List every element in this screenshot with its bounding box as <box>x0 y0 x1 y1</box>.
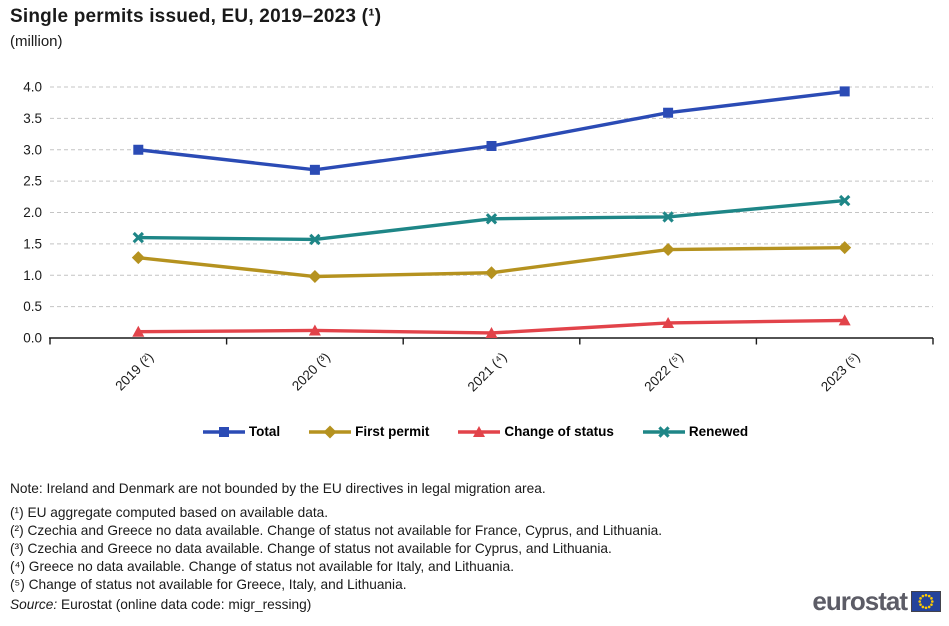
y-tick-label: 0.5 <box>23 299 42 314</box>
line-chart: 0.0 0.5 1.0 1.5 2.0 2.5 3.0 3.5 4.0 2019 (²) 2020 … <box>23 80 934 395</box>
series-first-permit <box>131 241 852 284</box>
y-tick-label: 0.0 <box>23 331 42 346</box>
legend-label-renewed: Renewed <box>688 424 749 439</box>
chart-legend: Total First permit Change of status Rene… <box>0 424 949 439</box>
eurostat-logo: eurostat <box>812 588 941 614</box>
legend-item-change-of-status: Change of status <box>456 424 614 439</box>
y-tick-label: 3.0 <box>23 142 42 157</box>
source-label: Source: <box>10 597 58 612</box>
note-text: Note: Ireland and Denmark are not bounde… <box>10 481 546 496</box>
footnote-2: (²) Czechia and Greece no data available… <box>10 523 663 539</box>
legend-label-change-of-status: Change of status <box>504 424 614 439</box>
eu-flag-icon <box>911 590 941 612</box>
series-change-of-status <box>132 314 851 338</box>
x-category-label: 2019 (²) <box>112 350 156 394</box>
chart-title: Single permits issued, EU, 2019–2023 (¹) <box>10 6 382 27</box>
y-tick-label: 2.0 <box>23 205 42 220</box>
footnote-4: (⁴) Greece no data available. Change of … <box>10 559 515 575</box>
first-permit-line-marker-icon <box>309 425 352 438</box>
eurostat-logo-text: eurostat <box>812 586 908 616</box>
footnote-5: (⁵) Change of status not available for G… <box>10 577 407 593</box>
y-tick-label: 1.0 <box>23 268 42 283</box>
series-total <box>133 86 850 175</box>
footnote-3: (³) Czechia and Greece no data available… <box>10 541 612 557</box>
source-line: Source: Eurostat (online data code: migr… <box>10 597 311 612</box>
x-category-label: 2020 (³) <box>289 350 333 394</box>
x-category-label: 2023 (⁵) <box>818 350 863 395</box>
y-tick-label: 2.5 <box>23 174 42 189</box>
legend-label-total: Total <box>248 424 281 439</box>
x-category-label: 2021 (⁴) <box>465 350 510 395</box>
legend-item-total: Total <box>201 424 280 439</box>
legend-item-renewed: Renewed <box>641 424 748 439</box>
source-text: Eurostat (online data code: migr_ressing… <box>57 597 312 612</box>
y-tick-label: 4.0 <box>23 80 42 95</box>
legend-item-first-permit: First permit <box>307 424 429 439</box>
total-line-marker-icon <box>202 426 245 437</box>
notes-block: Note: Ireland and Denmark are not bounde… <box>10 481 830 594</box>
legend-label-first-permit: First permit <box>355 424 430 439</box>
footnote-1: (¹) EU aggregate computed based on avail… <box>10 505 329 520</box>
series-renewed <box>132 194 851 246</box>
y-tick-label: 1.5 <box>23 236 42 251</box>
y-tick-label: 3.5 <box>23 111 42 126</box>
x-category-label: 2022 (⁵) <box>641 350 686 395</box>
renewed-line-marker-icon <box>642 425 685 438</box>
chart-subtitle: (million) <box>10 33 63 50</box>
change-of-status-line-marker-icon <box>458 425 501 437</box>
